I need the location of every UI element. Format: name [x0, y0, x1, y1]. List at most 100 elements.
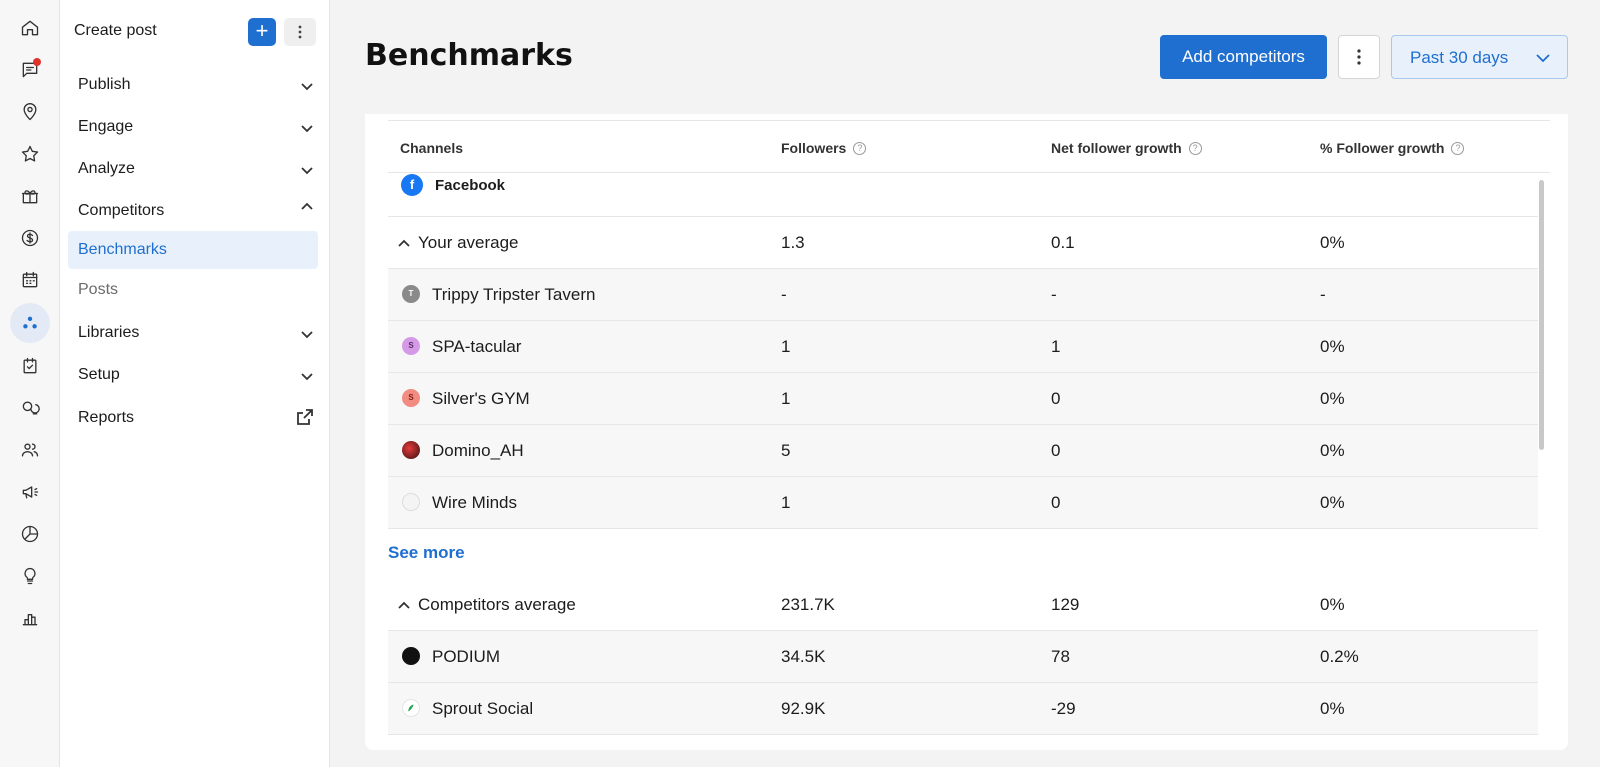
bar-chart-icon[interactable]	[10, 598, 50, 638]
row-name: Sprout Social	[432, 699, 534, 718]
row-followers: 34.5K	[781, 647, 826, 666]
chevron-up-icon[interactable]	[398, 599, 410, 611]
row-pct-growth: 0%	[1320, 233, 1345, 252]
chat-bubbles-icon[interactable]	[10, 388, 50, 428]
kebab-icon	[298, 25, 302, 39]
row-pct-growth: 0%	[1320, 493, 1345, 512]
row-followers: 5	[781, 441, 791, 460]
date-range-label: Past 30 days	[1410, 48, 1509, 67]
lightbulb-icon[interactable]	[10, 556, 50, 596]
notification-dot	[33, 58, 41, 66]
competitors-average-row[interactable]: Competitors average 231.7K 129 0%	[388, 579, 1538, 631]
nav-analyze[interactable]: Analyze	[78, 152, 318, 186]
row-followers: 231.7K	[781, 595, 835, 614]
col-followers: Followers?	[781, 140, 867, 156]
help-icon[interactable]: ?	[853, 141, 867, 155]
kebab-icon	[1357, 49, 1361, 65]
nav-setup[interactable]: Setup	[78, 358, 318, 392]
nav-competitors[interactable]: Competitors	[78, 194, 318, 228]
row-net-growth: -	[1051, 285, 1057, 304]
row-followers: 1.3	[781, 233, 805, 252]
row-pct-growth: 0.2%	[1320, 647, 1359, 666]
date-range-select[interactable]: Past 30 days	[1391, 35, 1568, 79]
create-post-button[interactable]: +	[248, 18, 276, 46]
more-options-button[interactable]	[1338, 35, 1380, 79]
nav-competitors-label: Competitors	[78, 202, 165, 219]
col-pct-growth: % Follower growth?	[1320, 140, 1465, 156]
benchmarks-card: Channels Followers? Net follower growth?…	[365, 114, 1568, 750]
row-followers: -	[781, 285, 787, 304]
nav-posts-label: Posts	[78, 281, 119, 298]
star-icon[interactable]	[10, 134, 50, 174]
table-row: Sprout Social 92.9K -29 0%	[388, 683, 1538, 735]
row-pct-growth: -	[1320, 285, 1326, 304]
people-icon[interactable]	[10, 430, 50, 470]
chevron-up-icon[interactable]	[398, 237, 410, 249]
help-icon[interactable]: ?	[1451, 141, 1465, 155]
nav-publish-label: Publish	[78, 76, 131, 93]
table-row: Wire Minds 1 0 0%	[388, 477, 1538, 529]
scrollbar[interactable]	[1539, 180, 1544, 450]
create-post-row: Create post +	[74, 16, 316, 46]
dollar-icon[interactable]	[10, 218, 50, 258]
chevron-down-icon	[300, 327, 314, 341]
icon-rail	[0, 0, 60, 767]
chevron-down-icon	[300, 163, 314, 177]
col-net-growth-label: Net follower growth	[1051, 140, 1182, 156]
nav-publish[interactable]: Publish	[78, 68, 318, 102]
table-row: PODIUM 34.5K 78 0.2%	[388, 631, 1538, 683]
gift-icon[interactable]	[10, 176, 50, 216]
nav-reports[interactable]: Reports	[78, 401, 318, 435]
tasks-icon[interactable]	[10, 346, 50, 386]
see-more-link[interactable]: See more	[388, 543, 465, 562]
row-followers: 1	[781, 493, 791, 512]
row-name: Wire Minds	[432, 493, 518, 512]
megaphone-icon[interactable]	[10, 472, 50, 512]
row-net-growth: 129	[1051, 595, 1080, 614]
chevron-down-icon	[300, 369, 314, 383]
row-pct-growth: 0%	[1320, 595, 1345, 614]
pie-chart-icon[interactable]	[10, 514, 50, 554]
add-competitors-button[interactable]: Add competitors	[1160, 35, 1327, 79]
avatar: T	[402, 285, 420, 303]
nav-posts[interactable]: Posts	[68, 271, 318, 309]
create-post-label[interactable]: Create post	[74, 22, 157, 39]
row-name: PODIUM	[432, 647, 500, 666]
help-icon[interactable]: ?	[1188, 141, 1202, 155]
external-link-icon	[296, 408, 314, 426]
row-followers: 1	[781, 337, 791, 356]
row-net-growth: 0	[1051, 389, 1061, 408]
avatar: S	[402, 389, 420, 407]
nav-libraries[interactable]: Libraries	[78, 316, 318, 350]
row-net-growth: 0	[1051, 493, 1061, 512]
table-row: T Trippy Tripster Tavern - - -	[388, 269, 1538, 321]
col-followers-label: Followers	[781, 140, 847, 156]
home-icon[interactable]	[10, 8, 50, 48]
avatar	[402, 441, 420, 459]
nav-benchmarks[interactable]: Benchmarks	[68, 231, 318, 269]
table-header: Channels Followers? Net follower growth?…	[388, 121, 1550, 173]
row-pct-growth: 0%	[1320, 337, 1345, 356]
page-title: Benchmarks	[365, 38, 573, 73]
avatar	[402, 647, 420, 665]
row-name: Your average	[418, 233, 519, 252]
messages-icon[interactable]	[10, 50, 50, 90]
chevron-down-icon	[300, 79, 314, 93]
table-row: S Silver's GYM 1 0 0%	[388, 373, 1538, 425]
channel-group-facebook: f Facebook	[388, 173, 1538, 217]
calendar-icon[interactable]	[10, 260, 50, 300]
competitors-icon[interactable]	[10, 303, 50, 343]
avatar: S	[402, 337, 420, 355]
create-more-button[interactable]	[284, 18, 316, 46]
facebook-icon: f	[401, 174, 423, 196]
nav-engage-label: Engage	[78, 118, 134, 135]
nav-engage[interactable]: Engage	[78, 110, 318, 144]
your-average-row[interactable]: Your average 1.3 0.1 0%	[388, 217, 1538, 269]
row-name: Domino_AH	[432, 441, 524, 460]
table-row: Domino_AH 5 0 0%	[388, 425, 1538, 477]
location-icon[interactable]	[10, 92, 50, 132]
chevron-down-icon	[300, 121, 314, 135]
chevron-down-icon	[1535, 50, 1551, 71]
row-followers: 92.9K	[781, 699, 826, 718]
table-row: S SPA-tacular 1 1 0%	[388, 321, 1538, 373]
